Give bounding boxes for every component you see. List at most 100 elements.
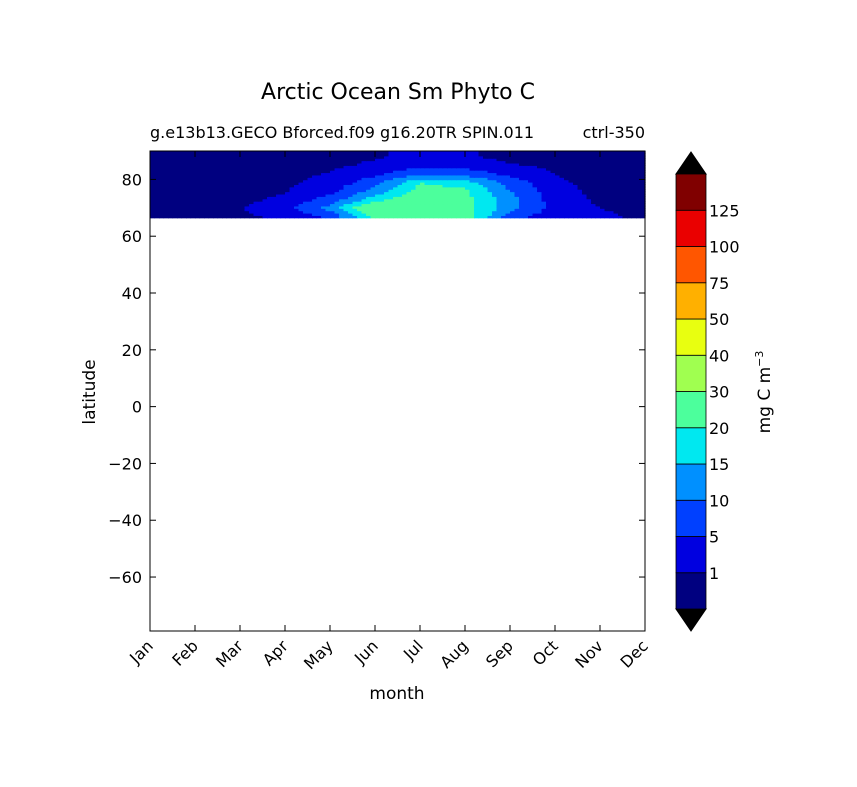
heatmap-cell	[469, 186, 475, 190]
heatmap-cell	[465, 179, 471, 183]
heatmap-cell	[532, 205, 538, 209]
heatmap-cell	[640, 215, 646, 219]
heatmap-cell	[424, 210, 430, 214]
heatmap-cell	[316, 170, 322, 174]
heatmap-cell	[249, 189, 255, 193]
heatmap-cell	[406, 151, 412, 154]
colorbar-segment	[675, 427, 707, 465]
heatmap-cell	[204, 198, 210, 202]
heatmap-cell	[447, 162, 453, 166]
heatmap-cell	[276, 205, 282, 209]
heatmap-cell	[568, 172, 574, 176]
heatmap-cell	[334, 191, 340, 195]
heatmap-cell	[582, 186, 588, 190]
heatmap-cell	[285, 158, 291, 162]
heatmap-cell	[168, 155, 174, 159]
heatmap-cell	[199, 215, 205, 219]
heatmap-cell	[321, 208, 327, 212]
heatmap-cell	[573, 174, 579, 178]
heatmap-cell	[267, 153, 273, 157]
heatmap-cell	[510, 153, 516, 157]
heatmap-cell	[451, 203, 457, 207]
heatmap-cell	[253, 191, 259, 195]
heatmap-cell	[496, 205, 502, 209]
heatmap-cell	[514, 158, 520, 162]
heatmap-cell	[388, 205, 394, 209]
heatmap-cell	[600, 215, 606, 219]
heatmap-cell	[244, 208, 250, 212]
heatmap-cell	[298, 193, 304, 197]
heatmap-cell	[609, 179, 615, 183]
heatmap-cell	[316, 212, 322, 216]
heatmap-cell	[303, 208, 309, 212]
heatmap-cell	[375, 184, 381, 188]
heatmap-cell	[483, 177, 489, 181]
heatmap-cell	[294, 201, 300, 205]
heatmap-cell	[577, 174, 583, 178]
heatmap-cell	[384, 165, 390, 169]
heatmap-cell	[433, 205, 439, 209]
heatmap-cell	[213, 151, 219, 154]
heatmap-cell	[280, 215, 286, 219]
heatmap-cell	[478, 153, 484, 157]
heatmap-cell	[379, 162, 385, 166]
heatmap-cell	[433, 191, 439, 195]
heatmap-cell	[537, 191, 543, 195]
heatmap-cell	[559, 153, 565, 157]
heatmap-cell	[586, 215, 592, 219]
heatmap-cell	[388, 160, 394, 164]
heatmap-cell	[307, 153, 313, 157]
heatmap-cell	[546, 174, 552, 178]
heatmap-cell	[316, 186, 322, 190]
heatmap-cell	[465, 184, 471, 188]
heatmap-cell	[172, 167, 178, 171]
heatmap-field	[150, 151, 646, 219]
heatmap-cell	[240, 208, 246, 212]
heatmap-cell	[208, 201, 214, 205]
heatmap-cell	[402, 151, 408, 154]
heatmap-cell	[298, 160, 304, 164]
heatmap-cell	[415, 172, 421, 176]
heatmap-cell	[267, 162, 273, 166]
heatmap-cell	[631, 191, 637, 195]
heatmap-cell	[402, 181, 408, 185]
heatmap-cell	[397, 179, 403, 183]
heatmap-cell	[177, 203, 183, 207]
heatmap-cell	[271, 196, 277, 200]
heatmap-cell	[154, 212, 160, 216]
heatmap-cell	[483, 186, 489, 190]
heatmap-cell	[285, 210, 291, 214]
heatmap-cell	[627, 158, 633, 162]
heatmap-cell	[195, 186, 201, 190]
heatmap-cell	[222, 179, 228, 183]
heatmap-cell	[235, 212, 241, 216]
heatmap-cell	[298, 189, 304, 193]
heatmap-cell	[528, 184, 534, 188]
heatmap-cell	[357, 193, 363, 197]
heatmap-cell	[474, 172, 480, 176]
heatmap-cell	[240, 193, 246, 197]
heatmap-cell	[465, 193, 471, 197]
heatmap-cell	[325, 151, 331, 154]
heatmap-cell	[478, 191, 484, 195]
heatmap-cell	[321, 153, 327, 157]
heatmap-cell	[262, 179, 268, 183]
heatmap-cell	[501, 165, 507, 169]
heatmap-cell	[429, 174, 435, 178]
heatmap-cell	[312, 212, 318, 216]
heatmap-cell	[460, 205, 466, 209]
heatmap-cell	[568, 160, 574, 164]
heatmap-cell	[235, 196, 241, 200]
heatmap-cell	[532, 210, 538, 214]
heatmap-cell	[523, 158, 529, 162]
heatmap-cell	[600, 198, 606, 202]
heatmap-cell	[442, 208, 448, 212]
heatmap-cell	[514, 203, 520, 207]
heatmap-cell	[550, 162, 556, 166]
heatmap-cell	[258, 191, 264, 195]
heatmap-cell	[150, 165, 156, 169]
heatmap-cell	[325, 184, 331, 188]
heatmap-cell	[591, 184, 597, 188]
heatmap-cell	[447, 153, 453, 157]
